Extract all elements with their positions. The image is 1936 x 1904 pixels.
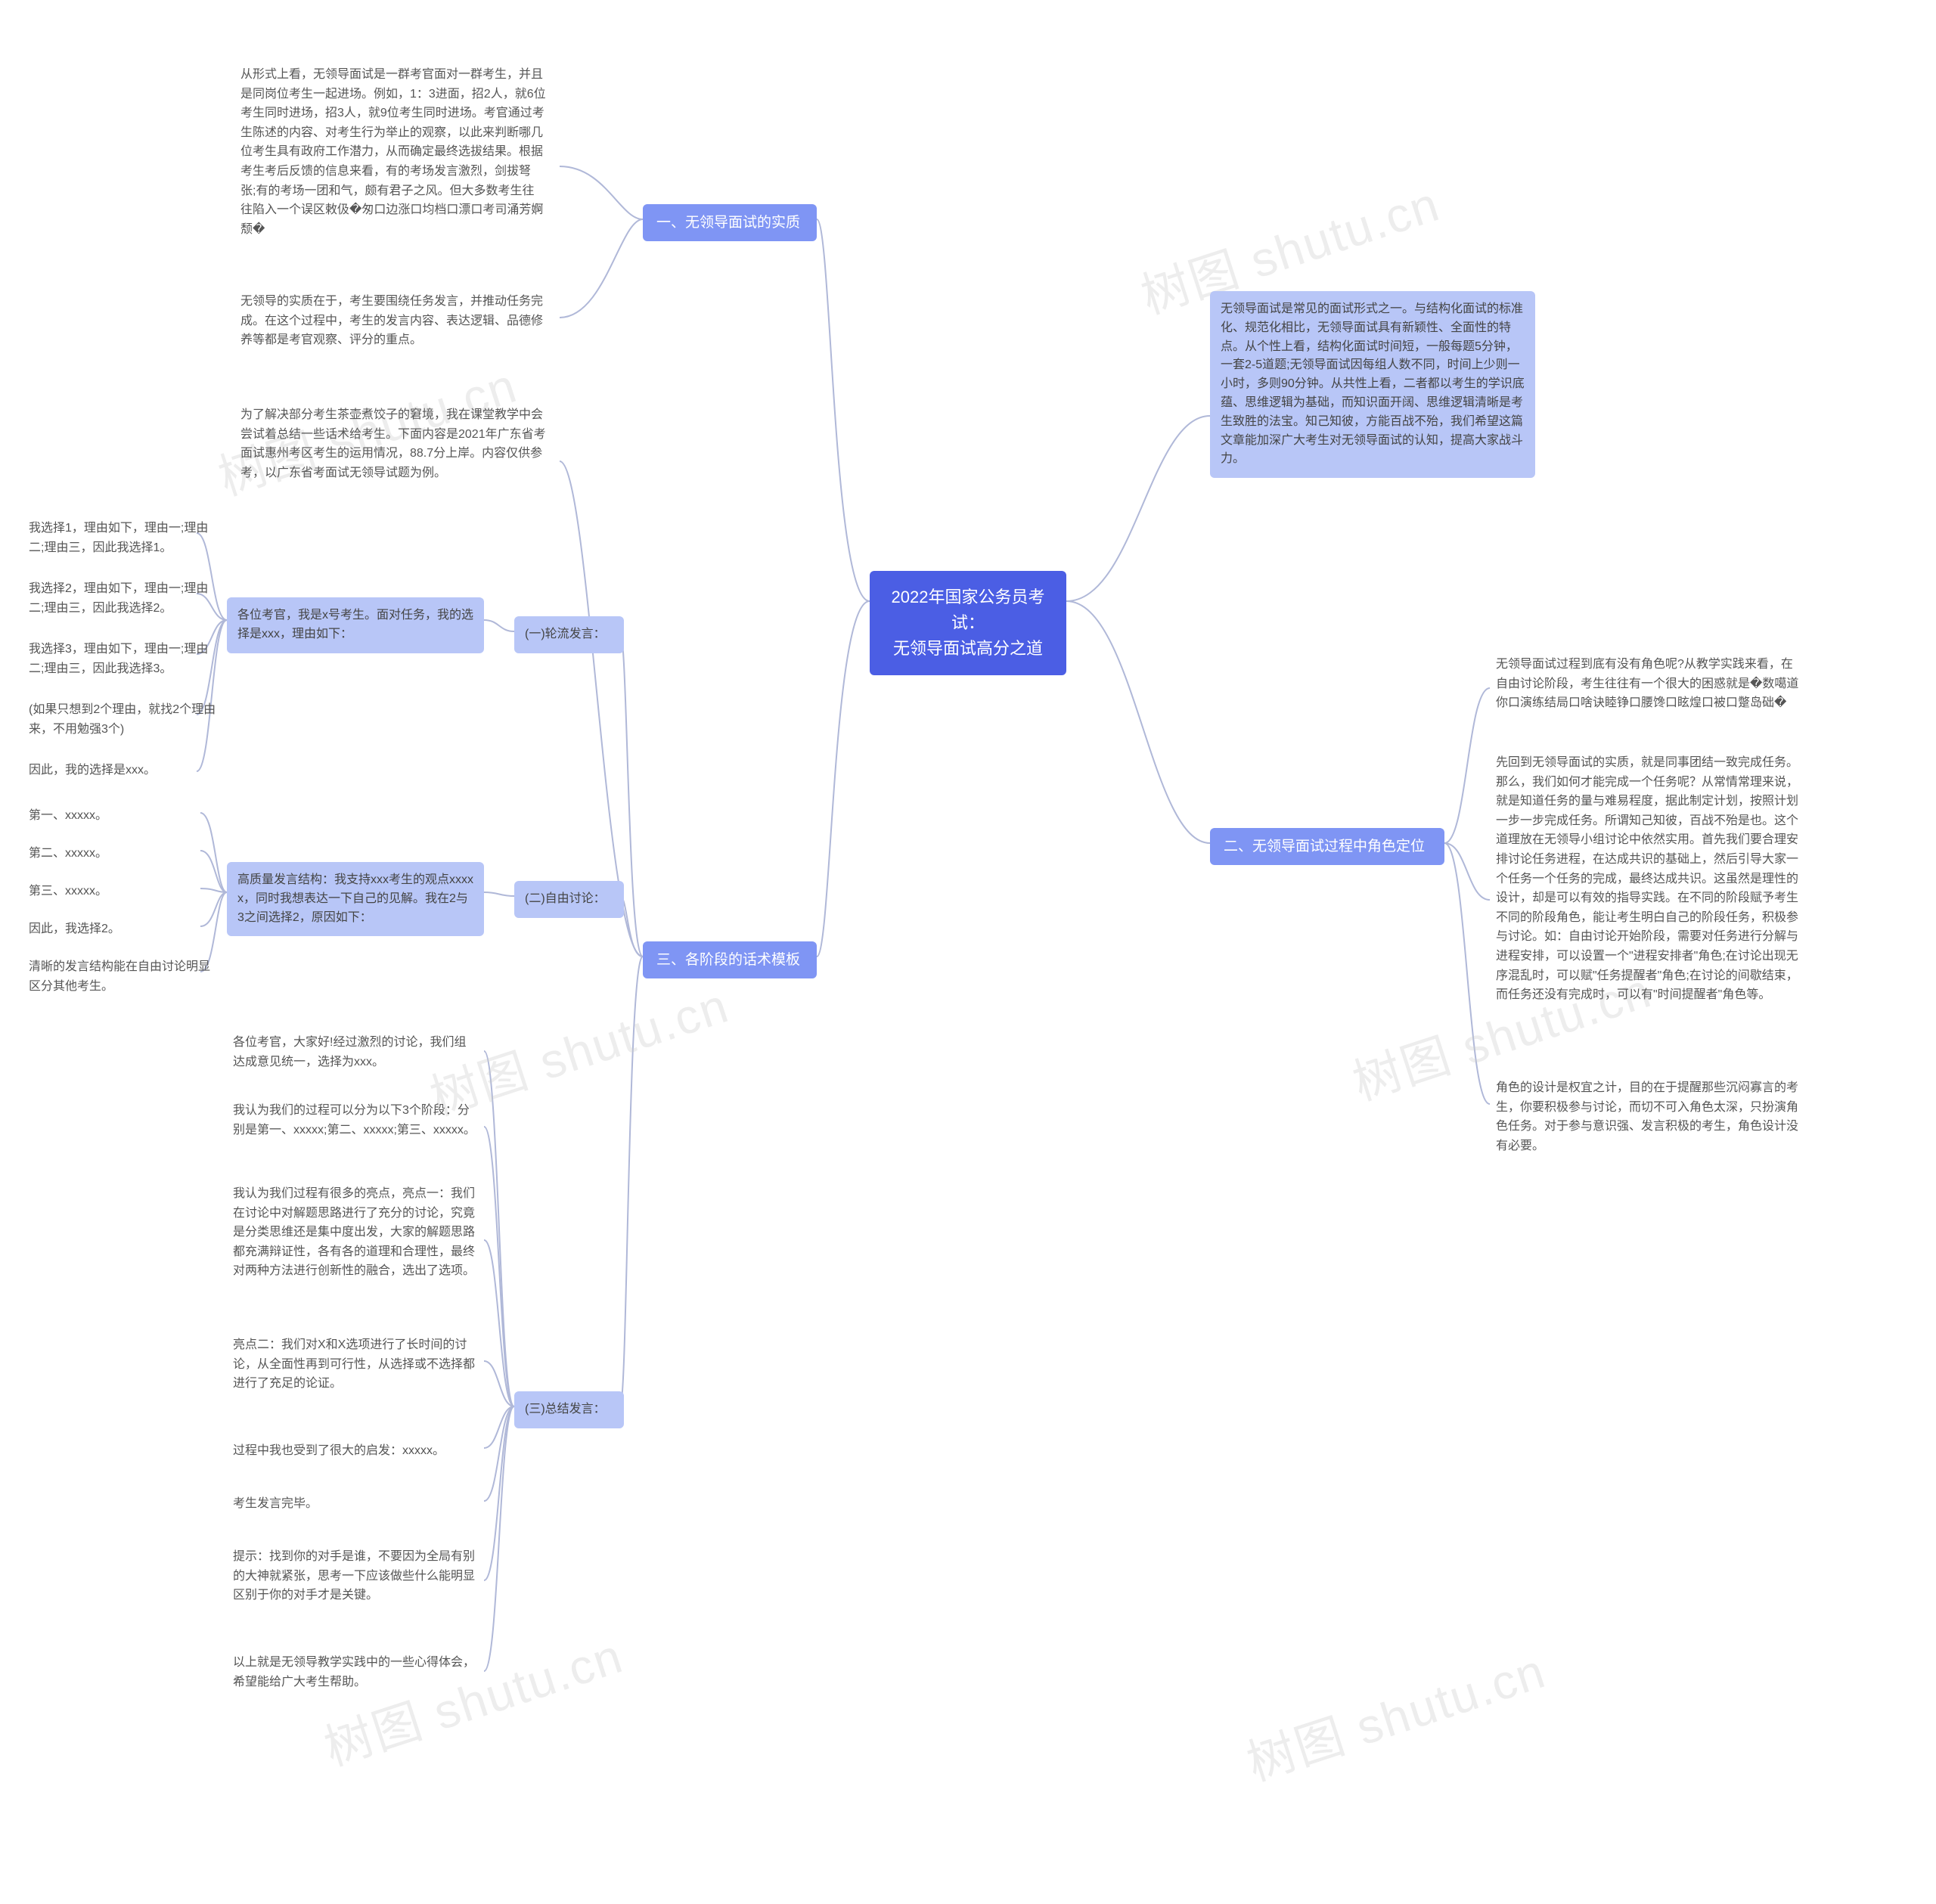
sub1-item-4: 因此，我的选择是xxx。 <box>23 756 227 785</box>
sub3-item-4: 过程中我也受到了很大的启发：xxxxx。 <box>227 1437 484 1465</box>
sub1-label: (一)轮流发言： <box>514 616 624 653</box>
sub3-item-0: 各位考官，大家好!经过激烈的讨论，我们组达成意见统一，选择为xxx。 <box>227 1028 484 1076</box>
branch-1: 一、无领导面试的实质 <box>643 204 817 241</box>
sub2-item-2: 第三、xxxxx。 <box>23 877 219 906</box>
root-title-line2: 无领导面试高分之道 <box>885 636 1051 662</box>
sub1-item-3: (如果只想到2个理由，就找2个理由来，不用勉强3个) <box>23 696 227 743</box>
branch1-child-1: 无领导的实质在于，考生要围绕任务发言，并推动任务完成。在这个过程中，考生的发言内… <box>234 287 552 355</box>
branch-3: 三、各阶段的话术模板 <box>643 941 817 978</box>
root-node: 2022年国家公务员考试： 无领导面试高分之道 <box>870 571 1066 675</box>
sub3-item-7: 以上就是无领导教学实践中的一些心得体会，希望能给广大考生帮助。 <box>227 1648 484 1696</box>
branch-2: 二、无领导面试过程中角色定位 <box>1210 828 1444 865</box>
branch2-child-0: 无领导面试过程到底有没有角色呢?从教学实践来看，在自由讨论阶段，考生往往有一个很… <box>1490 650 1807 718</box>
sub3-item-3: 亮点二：我们对X和X选项进行了长时间的讨论，从全面性再到可行性，从选择或不选择都… <box>227 1331 484 1398</box>
watermark: 树图 shutu.cn <box>315 1617 631 1779</box>
branch2-child-1: 先回到无领导面试的实质，就是同事团结一致完成任务。那么，我们如何才能完成一个任务… <box>1490 749 1807 1009</box>
sub2-item-1: 第二、xxxxx。 <box>23 839 219 868</box>
sub2-lead: 高质量发言结构：我支持xxx考生的观点xxxxx，同时我想表达一下自己的见解。我… <box>227 862 484 936</box>
intro-right: 无领导面试是常见的面试形式之一。与结构化面试的标准化、规范化相比，无领导面试具有… <box>1210 291 1535 478</box>
sub2-item-4: 清晰的发言结构能在自由讨论明显区分其他考生。 <box>23 953 227 1000</box>
watermark: 树图 shutu.cn <box>1237 1633 1553 1794</box>
sub1-item-0: 我选择1，理由如下，理由一;理由二;理由三，因此我选择1。 <box>23 514 227 562</box>
sub3-item-1: 我认为我们的过程可以分为以下3个阶段：分别是第一、xxxxx;第二、xxxxx;… <box>227 1096 484 1144</box>
sub2-item-3: 因此，我选择2。 <box>23 915 219 944</box>
sub3-item-2: 我认为我们过程有很多的亮点，亮点一：我们在讨论中对解题思路进行了充分的讨论，究竟… <box>227 1180 484 1285</box>
root-title-line1: 2022年国家公务员考试： <box>885 585 1051 636</box>
sub1-lead: 各位考官，我是x号考生。面对任务，我的选择是xxx，理由如下： <box>227 597 484 653</box>
branch3-intro: 为了解决部分考生茶壶煮饺子的窘境，我在课堂教学中会尝试着总结一些话术给考生。下面… <box>234 401 552 487</box>
branch1-child-0: 从形式上看，无领导面试是一群考官面对一群考生，并且是同岗位考生一起进场。例如，1… <box>234 60 552 243</box>
sub3-item-5: 考生发言完毕。 <box>227 1490 484 1518</box>
sub1-item-1: 我选择2，理由如下，理由一;理由二;理由三，因此我选择2。 <box>23 575 227 622</box>
sub3-item-6: 提示：找到你的对手是谁，不要因为全局有别的大神就紧张，思考一下应该做些什么能明显… <box>227 1543 484 1610</box>
sub3-label: (三)总结发言： <box>514 1391 624 1428</box>
branch2-child-2: 角色的设计是权宜之计，目的在于提醒那些沉闷寡言的考生，你要积极参与讨论，而切不可… <box>1490 1074 1807 1160</box>
sub2-item-0: 第一、xxxxx。 <box>23 802 219 830</box>
sub1-item-2: 我选择3，理由如下，理由一;理由二;理由三，因此我选择3。 <box>23 635 227 683</box>
sub2-label: (二)自由讨论： <box>514 881 624 918</box>
